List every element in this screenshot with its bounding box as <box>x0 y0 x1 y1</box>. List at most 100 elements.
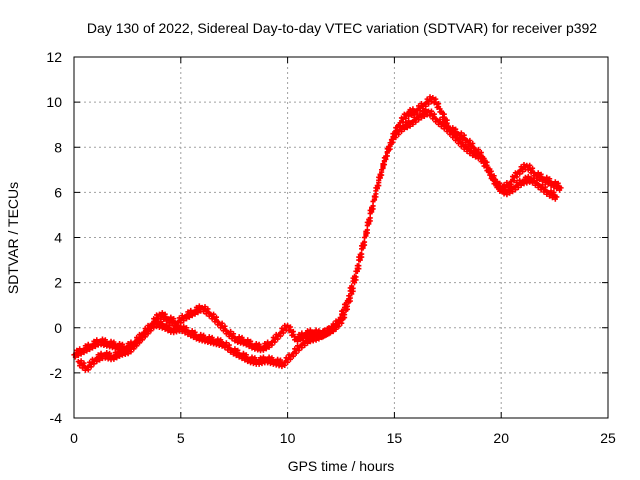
data-point-marker <box>245 337 251 343</box>
data-point-marker <box>497 180 503 186</box>
data-point-marker <box>91 361 97 367</box>
data-point-marker <box>195 310 201 316</box>
data-point-marker <box>139 337 145 343</box>
data-point-marker <box>175 322 181 329</box>
data-point-marker <box>277 357 284 363</box>
data-point-marker <box>287 324 294 330</box>
data-point-marker <box>266 344 272 350</box>
data-point-marker <box>290 353 296 359</box>
data-point-marker <box>517 171 523 177</box>
data-point-marker <box>277 333 284 339</box>
data-point-marker <box>168 314 174 320</box>
y-tick-label: -2 <box>50 365 63 381</box>
data-point-marker <box>370 206 376 212</box>
data-point-marker <box>529 165 536 171</box>
data-point-marker <box>92 343 98 350</box>
data-point-marker <box>282 362 288 368</box>
data-point-marker <box>333 326 339 332</box>
data-point-marker <box>247 338 254 344</box>
data-point-marker <box>324 331 331 338</box>
data-point-marker <box>527 162 533 168</box>
chart-title: Day 130 of 2022, Sidereal Day-to-day VTE… <box>87 20 597 36</box>
data-point-marker <box>504 192 510 198</box>
data-point-marker <box>353 277 359 283</box>
data-point-marker <box>125 351 131 357</box>
data-point-marker <box>361 242 368 248</box>
y-tick-label: 10 <box>46 94 62 110</box>
data-point-marker <box>209 334 215 341</box>
data-point-marker <box>269 342 275 348</box>
data-point-marker <box>81 349 87 356</box>
data-point-marker <box>232 346 238 352</box>
data-point-marker <box>304 340 311 346</box>
data-point-marker <box>336 323 342 329</box>
data-point-marker <box>240 350 247 356</box>
data-point-marker <box>544 174 550 180</box>
data-point-marker <box>480 155 486 161</box>
data-point-marker <box>547 176 553 182</box>
data-point-marker <box>404 125 410 131</box>
data-point-marker <box>435 101 442 107</box>
data-point-marker <box>416 117 422 123</box>
data-point-marker <box>243 352 249 358</box>
x-tick-label: 15 <box>387 430 403 446</box>
data-point-marker <box>88 364 94 370</box>
data-point-marker <box>240 341 247 347</box>
x-tick-label: 5 <box>177 430 185 446</box>
data-point-marker <box>437 116 443 123</box>
data-point-marker <box>482 159 489 165</box>
data-point-marker <box>407 123 413 129</box>
y-tick-label: 4 <box>54 230 62 246</box>
data-point-marker <box>111 356 117 362</box>
data-point-marker <box>78 351 84 357</box>
data-point-marker <box>166 322 173 329</box>
data-point-marker <box>313 337 319 343</box>
data-point-marker <box>134 343 140 349</box>
data-point-marker <box>425 101 432 107</box>
data-point-marker <box>102 337 108 343</box>
data-point-marker <box>162 311 168 317</box>
x-tick-label: 25 <box>600 430 616 446</box>
data-point-marker <box>307 327 313 333</box>
data-point-marker <box>131 346 137 352</box>
data-point-marker <box>186 314 192 320</box>
data-point-marker <box>555 180 561 186</box>
data-point-marker <box>525 173 531 180</box>
data-point-marker <box>378 172 385 178</box>
data-point-marker <box>542 184 548 190</box>
data-point-marker <box>87 346 93 353</box>
data-point-marker <box>349 291 355 297</box>
data-point-marker <box>178 320 184 326</box>
data-point-marker <box>275 336 281 342</box>
data-point-marker <box>538 171 544 177</box>
data-point-marker <box>81 360 87 366</box>
data-point-marker <box>500 183 506 189</box>
data-point-marker <box>119 341 126 347</box>
data-point-marker <box>290 328 296 335</box>
data-point-marker <box>84 348 90 354</box>
data-point-marker <box>269 355 275 361</box>
data-point-marker <box>441 111 447 117</box>
data-point-marker <box>359 254 365 260</box>
data-point-marker <box>114 355 120 361</box>
data-point-marker <box>548 188 554 194</box>
y-tick-label: 8 <box>54 139 62 155</box>
data-layer <box>71 94 564 373</box>
data-point-marker <box>148 328 154 334</box>
data-point-marker <box>181 317 187 324</box>
data-point-marker <box>151 325 157 331</box>
data-point-marker <box>410 106 416 112</box>
data-point-marker <box>107 350 113 356</box>
data-point-marker <box>534 177 540 183</box>
data-point-marker <box>181 323 187 329</box>
data-point-marker <box>223 340 229 346</box>
data-point-marker <box>398 128 405 135</box>
data-point-marker <box>279 363 285 370</box>
data-point-marker <box>256 341 262 347</box>
data-point-marker <box>366 221 372 227</box>
data-point-marker <box>222 323 228 329</box>
data-point-marker <box>330 328 336 335</box>
data-point-marker <box>384 153 390 159</box>
data-point-marker <box>210 311 217 317</box>
